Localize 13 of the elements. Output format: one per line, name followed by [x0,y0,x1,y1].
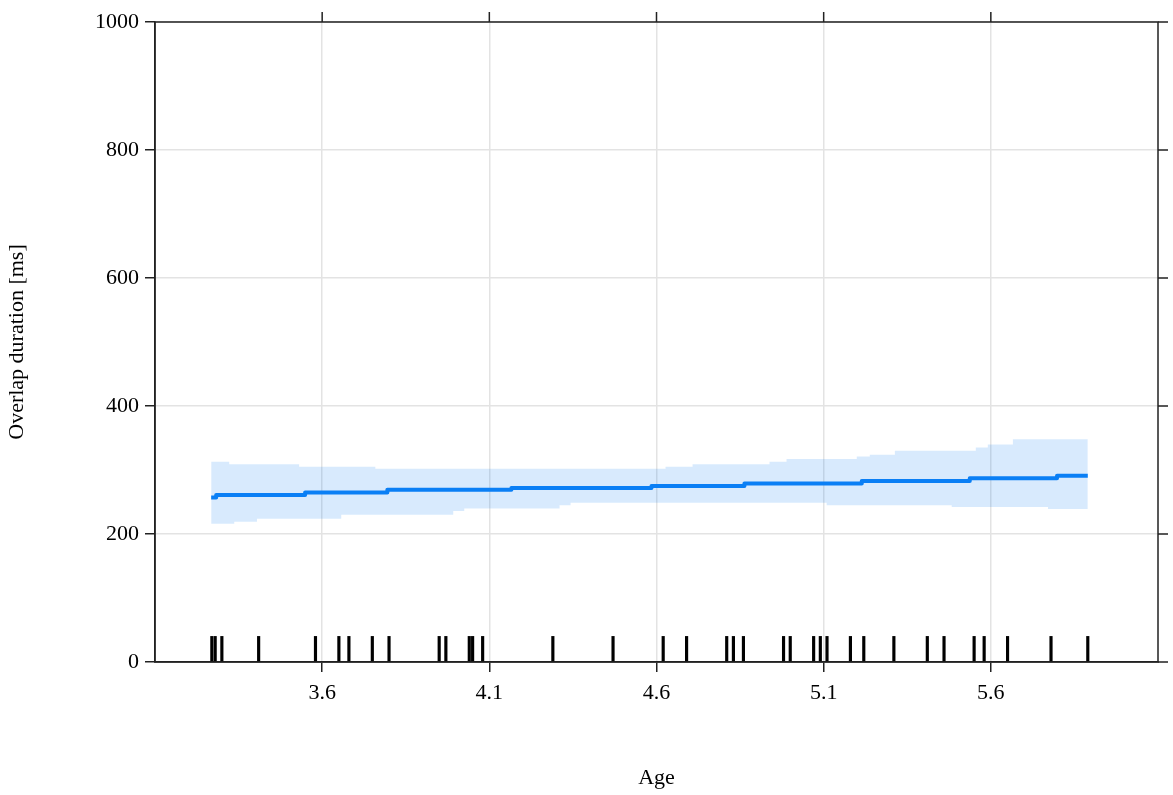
y-tick-label: 1000 [95,7,139,33]
y-tick-label: 400 [106,391,139,417]
y-tick-label: 800 [106,135,139,161]
x-tick-label: 4.6 [642,678,671,704]
x-axis-title: Age [638,763,675,789]
x-tick-label: 5.1 [809,678,838,704]
y-tick-label: 600 [106,263,139,289]
x-tick-label: 4.1 [475,678,504,704]
x-tick-label: 3.6 [308,678,336,704]
y-axis-title: Overlap duration [ms] [2,244,28,440]
y-tick-label: 0 [128,647,139,673]
x-tick-label: 5.6 [977,678,1005,704]
y-tick-label: 200 [106,519,139,545]
